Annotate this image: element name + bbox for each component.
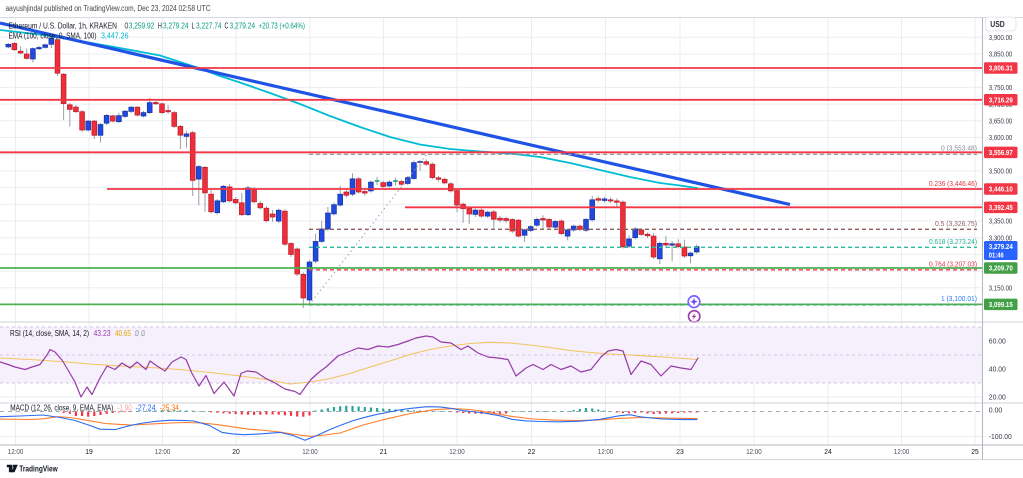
svg-text:3,279.24: 3,279.24	[163, 21, 189, 30]
svg-text:12:00: 12:00	[598, 447, 614, 456]
svg-text:3,500.00: 3,500.00	[989, 167, 1013, 176]
svg-text:3,446.10: 3,446.10	[989, 185, 1013, 194]
svg-text:23: 23	[676, 447, 684, 456]
svg-text:3,600.00: 3,600.00	[989, 133, 1013, 142]
svg-text:40.00: 40.00	[989, 365, 1006, 374]
svg-text:aayushjindal published on Trad: aayushjindal published on TradingView.co…	[6, 4, 211, 13]
svg-text:19: 19	[85, 447, 93, 456]
svg-text:3,150.00: 3,150.00	[989, 284, 1013, 293]
svg-text:L: L	[192, 21, 196, 30]
svg-text:3,556.97: 3,556.97	[989, 148, 1013, 157]
svg-text:25: 25	[971, 447, 979, 456]
svg-text:3,900.00: 3,900.00	[989, 33, 1013, 42]
svg-text:O: O	[125, 21, 129, 30]
svg-text:12:00: 12:00	[746, 447, 762, 456]
svg-text:24: 24	[824, 447, 832, 456]
svg-text:-25.34: -25.34	[160, 404, 179, 413]
svg-text:3,279.24: 3,279.24	[989, 242, 1014, 251]
svg-text:-27.24: -27.24	[136, 404, 156, 413]
svg-text:EMA (100, close, 0, SMA, 100): EMA (100, close, 0, SMA, 100)	[9, 31, 97, 40]
svg-text:3,806.31: 3,806.31	[989, 64, 1013, 73]
svg-text:3,209.70: 3,209.70	[989, 264, 1013, 273]
svg-text:0.764 (3,207.03): 0.764 (3,207.03)	[929, 260, 977, 269]
svg-text:TradingView: TradingView	[19, 464, 58, 474]
svg-text:3,392.45: 3,392.45	[989, 203, 1013, 212]
svg-text:3,300.00: 3,300.00	[989, 233, 1013, 242]
svg-text:3,279.24: 3,279.24	[230, 21, 256, 30]
svg-text:3,650.00: 3,650.00	[989, 117, 1013, 126]
svg-text:60.00: 60.00	[989, 337, 1006, 346]
svg-text:3,850.00: 3,850.00	[989, 50, 1013, 59]
svg-text:3,259.92: 3,259.92	[129, 21, 155, 30]
svg-text:0.618 (3,273.24): 0.618 (3,273.24)	[929, 237, 977, 246]
svg-text:3,716.29: 3,716.29	[989, 96, 1013, 105]
svg-text:12:00: 12:00	[894, 447, 910, 456]
svg-text:20: 20	[232, 447, 240, 456]
svg-text:40.65: 40.65	[115, 329, 131, 338]
svg-text:3,350.00: 3,350.00	[989, 217, 1013, 226]
svg-text:43.23: 43.23	[94, 329, 111, 338]
svg-text:12:00: 12:00	[449, 447, 465, 456]
svg-text:Ethereum / U.S. Dollar, 1h, KR: Ethereum / U.S. Dollar, 1h, KRAKEN	[9, 21, 118, 30]
svg-text:MACD (12, 26, close, 9, EMA, E: MACD (12, 26, close, 9, EMA, EMA)	[10, 404, 113, 413]
svg-text:C: C	[225, 21, 229, 30]
svg-text:12:00: 12:00	[8, 447, 23, 456]
svg-text:12:00: 12:00	[302, 447, 318, 456]
svg-text:+20.73 (+0.64%): +20.73 (+0.64%)	[259, 21, 306, 30]
svg-text:0 (3,553.48): 0 (3,553.48)	[941, 144, 977, 153]
svg-text:3,750.00: 3,750.00	[989, 83, 1013, 92]
svg-text:H: H	[158, 21, 162, 30]
svg-text:RSI (14, close, SMA, 14, 2): RSI (14, close, SMA, 14, 2)	[10, 329, 89, 338]
svg-text:3,099.15: 3,099.15	[989, 300, 1013, 309]
svg-text:-100.00: -100.00	[989, 432, 1012, 441]
svg-text:∅ ∅: ∅ ∅	[135, 329, 146, 338]
svg-text:3,227.74: 3,227.74	[196, 21, 222, 30]
svg-text:3,447.26: 3,447.26	[101, 31, 129, 40]
svg-text:22: 22	[528, 447, 536, 456]
svg-text:12:00: 12:00	[155, 447, 171, 456]
svg-text:0.5 (3,326.75): 0.5 (3,326.75)	[935, 219, 977, 228]
svg-text:1 (3,100.01): 1 (3,100.01)	[941, 294, 977, 303]
svg-text:01:46: 01:46	[989, 251, 1004, 260]
svg-text:0.236 (3,446.46): 0.236 (3,446.46)	[929, 179, 977, 188]
svg-text:21: 21	[380, 447, 388, 456]
svg-text:20.00: 20.00	[989, 393, 1006, 402]
svg-text:-1.90: -1.90	[117, 404, 132, 413]
svg-text:USD: USD	[990, 20, 1005, 29]
svg-text:0.00: 0.00	[989, 406, 1003, 415]
